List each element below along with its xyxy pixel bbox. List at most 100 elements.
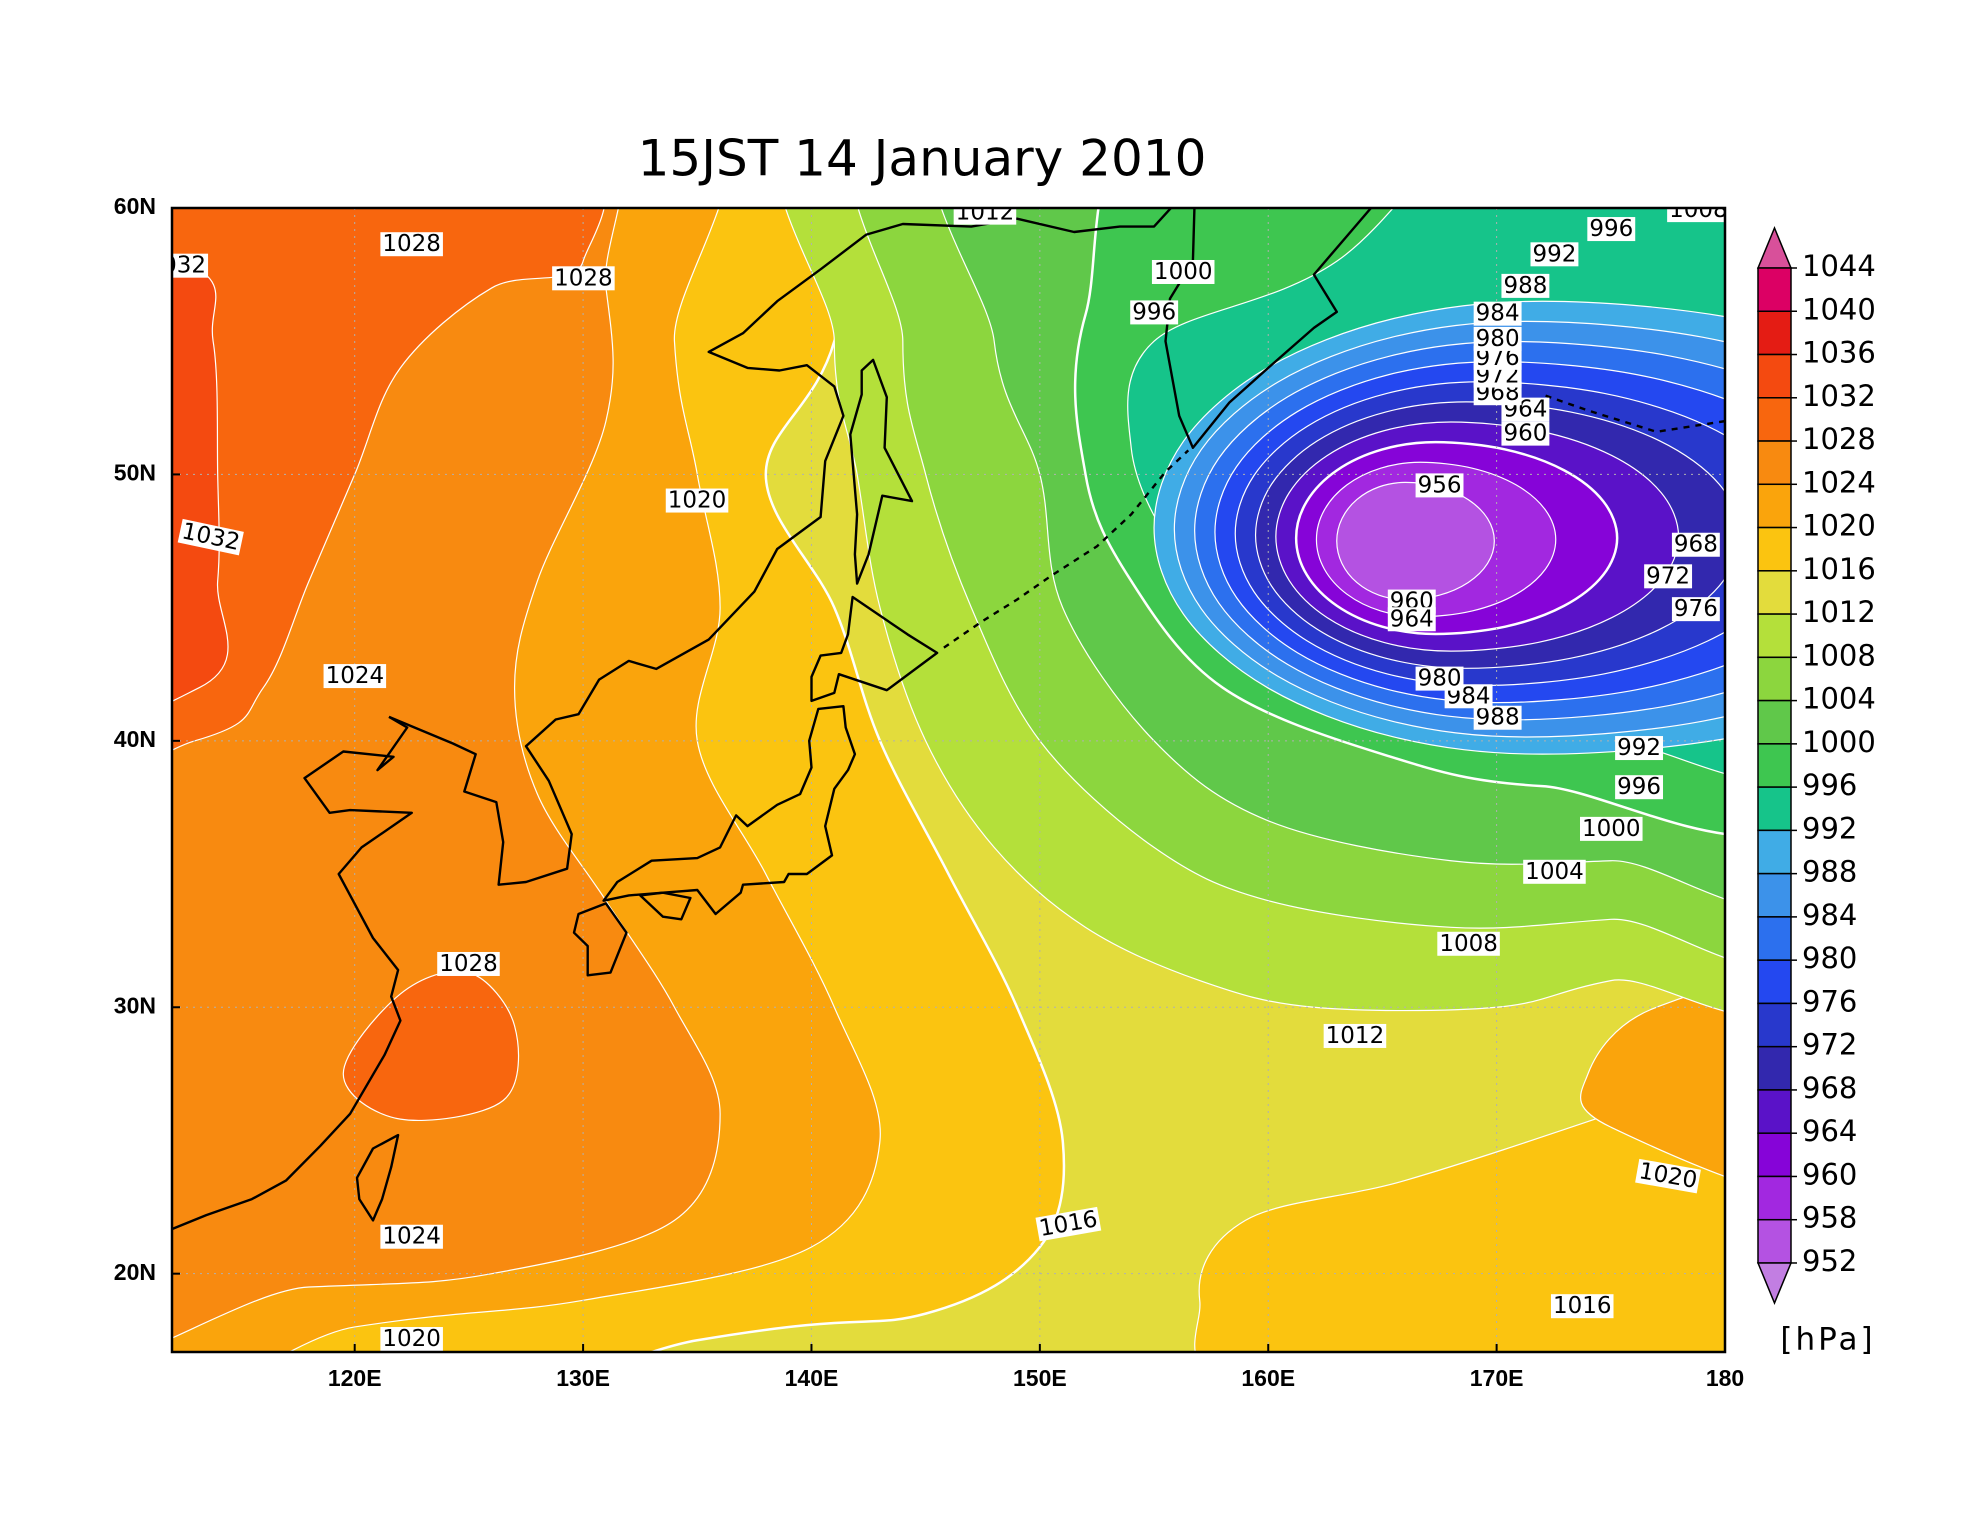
colorbar-segment	[1757, 786, 1792, 832]
coastline	[849, 358, 914, 585]
colorbar-label: 1032	[1802, 379, 1876, 413]
contour-label-text: 980	[1476, 326, 1520, 352]
lat-tick-label: 50N	[114, 459, 156, 485]
coastline	[388, 208, 1173, 886]
contour-label-text: 976	[1674, 596, 1718, 622]
contour-label-box	[1415, 473, 1464, 498]
coastline	[572, 902, 628, 977]
contour-label-text: 992	[1532, 241, 1576, 267]
contour-label: 988	[1501, 273, 1550, 299]
colorbar-extend-bottom	[1756, 1262, 1793, 1305]
colorbar-label: 1028	[1802, 422, 1876, 456]
isobar-region	[342, 970, 520, 1122]
contour-label-box	[1550, 1294, 1614, 1319]
colorbar-label: 996	[1802, 768, 1857, 802]
contour-label-text: 1024	[326, 663, 385, 689]
coastline	[355, 1133, 400, 1222]
contour-label-text: 1012	[956, 200, 1015, 226]
contour-label: 980	[1473, 326, 1522, 352]
contour-label-box	[1671, 597, 1720, 622]
graticule	[172, 208, 1725, 1352]
contour-label-text: 996	[1589, 216, 1633, 242]
colorbar-label: 1040	[1802, 292, 1876, 326]
contour-label: 996	[1130, 299, 1179, 325]
contour-label: 964	[1387, 606, 1436, 632]
colorbar-segment	[1757, 613, 1792, 659]
contour-label: 1000	[1151, 259, 1215, 285]
colorbar-label: 1020	[1802, 509, 1876, 543]
contour-label: 1004	[1523, 859, 1586, 885]
colorbar-segment	[1757, 353, 1792, 399]
colorbar-segment	[1757, 267, 1792, 313]
colorbar-label: 960	[1802, 1157, 1857, 1191]
contour-label-text: 1016	[1553, 1293, 1612, 1319]
contour-label: 1012	[1323, 1023, 1387, 1049]
contour-label: 976	[1671, 596, 1720, 622]
colorbar-label: 1044	[1802, 249, 1876, 283]
contour-label-box	[323, 664, 387, 689]
contour-label-text: 960	[1503, 421, 1547, 447]
contour-label-text: 1024	[382, 1224, 441, 1250]
contour-label-text: 964	[1390, 606, 1434, 632]
lon-tick-label: 180	[1706, 1365, 1744, 1391]
contour-label-text: 984	[1476, 301, 1520, 327]
contour-label-box	[665, 488, 729, 513]
contour-labels: 1028102810321012100099610201032102410281…	[148, 200, 1725, 1352]
isobar-region	[172, 208, 605, 751]
colorbar-label: 968	[1802, 1071, 1857, 1105]
contour-label: 996	[1615, 774, 1664, 800]
coastlines	[172, 208, 1725, 1231]
contour-label-box	[1473, 326, 1522, 351]
contour-label: 968	[1671, 532, 1720, 558]
contour-label-box	[1473, 705, 1522, 730]
contour-label-box	[1635, 1158, 1701, 1194]
contour-label-text: 1000	[1154, 259, 1213, 285]
colorbar-segment	[1757, 1045, 1792, 1091]
contour-label-text: 1020	[382, 1326, 441, 1352]
colorbar-segment	[1757, 1175, 1792, 1221]
lon-tick-label: 130E	[556, 1365, 610, 1391]
contour-label-box	[1437, 931, 1500, 956]
colorbar-segment	[1757, 1089, 1792, 1134]
coastline	[639, 891, 692, 921]
contour-label-text: 988	[1503, 273, 1547, 299]
colorbar-segment	[1757, 656, 1792, 702]
contour-label: 1032	[148, 253, 209, 279]
colorbar-label: 952	[1802, 1244, 1857, 1278]
contour-label-box	[1130, 300, 1179, 325]
contour-label: 996	[1587, 216, 1636, 242]
colorbar-segment	[1757, 829, 1792, 875]
contour-label: 1028	[552, 265, 615, 291]
colorbar-label: 988	[1802, 855, 1857, 889]
contour-label-box	[1587, 217, 1636, 242]
contour-label-text: 1028	[439, 951, 498, 977]
contour-label-box	[177, 518, 244, 556]
contour-label: 1012	[953, 200, 1017, 226]
colorbar-segment	[1757, 1218, 1792, 1264]
colorbar-unit: [hPa]	[1780, 1322, 1875, 1358]
contour-label-text: 996	[1617, 774, 1661, 800]
contour-label-box	[1644, 564, 1693, 589]
contour-label-text: 1032	[148, 253, 207, 279]
contour-label: 1028	[437, 951, 500, 977]
contour-label-text: 1028	[382, 231, 441, 257]
colorbar-label: 1004	[1802, 682, 1876, 716]
colorbar-segment	[1757, 743, 1792, 788]
contour-label-text: 988	[1476, 705, 1520, 731]
contour-label-box	[1667, 208, 1725, 223]
colorbar-label: 1008	[1802, 638, 1876, 672]
contour-label-text: 1020	[668, 488, 727, 514]
contour-label-box	[1035, 1206, 1102, 1242]
colorbar-label: 1024	[1802, 465, 1876, 499]
contour-label-text: 1000	[1582, 816, 1641, 842]
contour-label-box	[1580, 816, 1643, 841]
coastline	[943, 449, 1190, 649]
colorbar-segment	[1757, 483, 1792, 529]
colorbar: 1044 1040 1036 1032 1028 1024 1020 1016 1012 1008…	[1756, 226, 1876, 1305]
contour-label-box	[1615, 736, 1664, 761]
lon-tick-label: 160E	[1241, 1365, 1295, 1391]
colorbar-segment	[1757, 570, 1792, 615]
contour-label: 1008	[1667, 208, 1725, 223]
